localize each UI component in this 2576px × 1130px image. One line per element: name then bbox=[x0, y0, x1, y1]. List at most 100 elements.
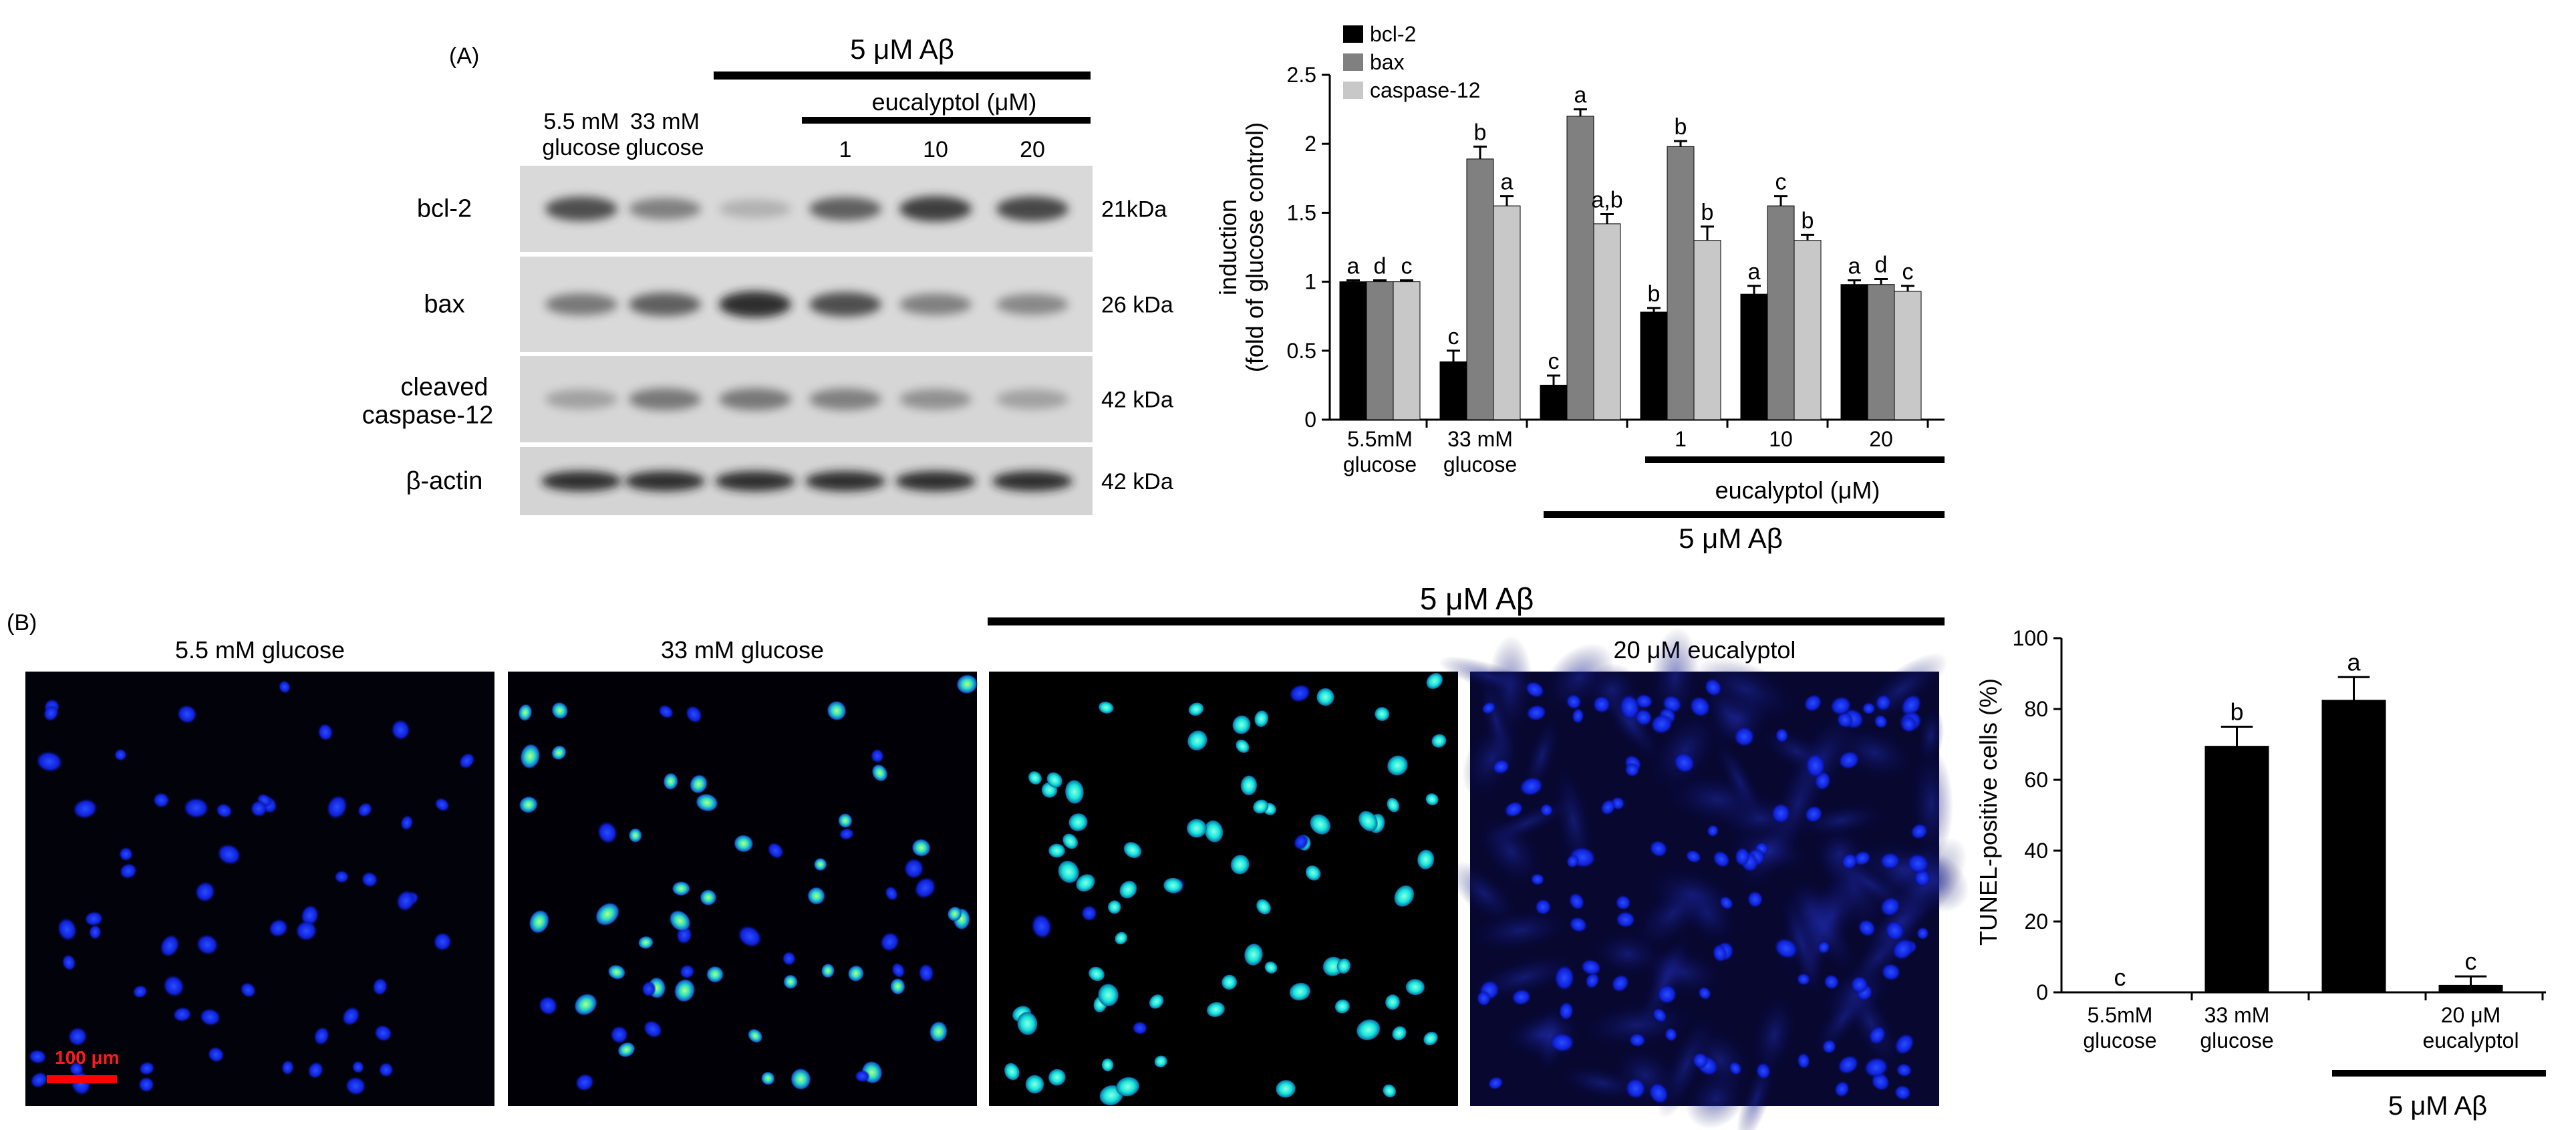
nucleus bbox=[35, 750, 63, 772]
nucleus bbox=[597, 821, 618, 844]
tunel-positive-nucleus bbox=[1425, 793, 1439, 806]
cytoplasm-haze bbox=[1685, 1068, 1747, 1129]
bar bbox=[1366, 281, 1394, 420]
blot-band bbox=[899, 293, 972, 315]
bar-group: a bbox=[1840, 254, 1868, 420]
blot-band bbox=[809, 292, 881, 317]
y-tick-label: 1.5 bbox=[1287, 200, 1316, 225]
nucleus bbox=[1550, 1032, 1575, 1052]
blot-band bbox=[625, 471, 705, 491]
blot-row-name: bcl-2 bbox=[417, 195, 472, 223]
nucleus bbox=[1734, 847, 1750, 867]
blot-row-name: bax bbox=[424, 291, 464, 319]
y-tick-label: 2.5 bbox=[1287, 63, 1316, 87]
significance-letter: b bbox=[1701, 200, 1714, 225]
tunel-positive-nucleus bbox=[1275, 1079, 1296, 1099]
tunel-positive-nucleus bbox=[1358, 810, 1379, 832]
bar bbox=[1466, 158, 1494, 420]
cytoplasm-haze bbox=[1450, 861, 1518, 926]
tunel-positive-nucleus bbox=[637, 936, 654, 950]
blot-band bbox=[899, 389, 972, 410]
significance-letter: a bbox=[1501, 170, 1514, 195]
bar bbox=[1740, 293, 1768, 420]
micrograph: 20 μM eucalyptol bbox=[1438, 627, 1969, 1130]
micrograph-title: 33 mM glucose bbox=[661, 636, 824, 664]
tunel-positive-nucleus bbox=[706, 966, 724, 983]
bar bbox=[1493, 205, 1521, 420]
bar-group: b bbox=[1466, 120, 1494, 420]
cytoplasm-haze bbox=[1524, 716, 1560, 795]
bar bbox=[1693, 240, 1721, 420]
blot-band bbox=[629, 198, 701, 220]
nucleus bbox=[1293, 833, 1309, 851]
nucleus bbox=[215, 803, 233, 819]
tunel-positive-nucleus bbox=[929, 1021, 948, 1042]
bar bbox=[1339, 281, 1367, 420]
tunel-positive-nucleus bbox=[827, 700, 847, 721]
legend-label: bax bbox=[1370, 50, 1405, 74]
nucleus bbox=[351, 1061, 365, 1074]
nucleus bbox=[217, 843, 241, 865]
tunel-positive-nucleus bbox=[1387, 754, 1409, 776]
nucleus bbox=[1797, 1052, 1811, 1069]
micrograph-background bbox=[989, 672, 1458, 1106]
nucleus bbox=[1729, 1061, 1742, 1076]
micrograph: 5.5 mM glucose 100 μm bbox=[25, 636, 494, 1106]
abeta-group-label: 5 μM Aβ bbox=[1679, 523, 1783, 554]
nucleus bbox=[1874, 714, 1888, 729]
tunel-positive-nucleus bbox=[890, 978, 905, 995]
significance-letter: d bbox=[1875, 252, 1888, 277]
nucleus bbox=[357, 802, 373, 817]
tunel-positive-nucleus bbox=[871, 764, 888, 782]
significance-letter: b bbox=[2230, 698, 2243, 726]
panel-b-label: (B) bbox=[7, 610, 37, 635]
nucleus bbox=[903, 858, 924, 879]
significance-letter: a,b bbox=[1591, 187, 1622, 213]
tunel-positive-nucleus bbox=[1305, 865, 1321, 881]
nucleus bbox=[1817, 940, 1830, 954]
nucleus bbox=[1600, 799, 1616, 816]
nucleus bbox=[1884, 920, 1905, 942]
nucleus bbox=[1698, 986, 1711, 1000]
x-category-label-2: eucalyptol bbox=[2422, 1028, 2519, 1052]
nucleus bbox=[162, 974, 185, 998]
nucleus bbox=[1755, 1063, 1771, 1080]
x-category-label: 10 bbox=[1769, 427, 1793, 451]
cytoplasm-haze bbox=[1917, 707, 1945, 764]
tunel-positive-nucleus bbox=[1334, 998, 1350, 1014]
nucleus bbox=[1492, 759, 1510, 774]
nucleus bbox=[575, 1073, 595, 1092]
nucleus bbox=[1875, 694, 1892, 711]
nucleus bbox=[84, 911, 104, 927]
tunel-positive-nucleus bbox=[1252, 799, 1269, 815]
nucleus bbox=[1481, 701, 1496, 715]
significance-letter: c bbox=[1775, 170, 1787, 195]
nucleus bbox=[317, 723, 333, 741]
tunel-positive-nucleus bbox=[617, 1042, 635, 1058]
bar-group: d bbox=[1366, 254, 1394, 420]
blot-band bbox=[629, 292, 701, 317]
nucleus bbox=[334, 870, 349, 883]
nucleus bbox=[1569, 916, 1588, 933]
blot-band bbox=[719, 291, 791, 318]
bar bbox=[1439, 361, 1467, 420]
blot-kda-label: 42 kDa bbox=[1101, 388, 1173, 413]
bar-group: b bbox=[1640, 281, 1668, 420]
nucleus bbox=[1030, 913, 1052, 940]
nucleus bbox=[361, 871, 378, 887]
significance-letter: a bbox=[2347, 648, 2361, 676]
legend-label: bcl-2 bbox=[1370, 22, 1416, 46]
nucleus bbox=[183, 797, 210, 819]
legend-label: caspase-12 bbox=[1370, 78, 1480, 102]
significance-letter: b bbox=[1675, 114, 1687, 140]
abeta-group-label: 5 μM Aβ bbox=[2388, 1091, 2487, 1121]
significance-letter: a bbox=[1748, 259, 1761, 285]
tunel-positive-nucleus bbox=[1123, 841, 1142, 859]
nucleus bbox=[1580, 959, 1602, 976]
tunel-positive-nucleus bbox=[1057, 860, 1080, 884]
nucleus bbox=[538, 996, 558, 1016]
nucleus bbox=[1692, 1052, 1709, 1069]
nucleus bbox=[1611, 974, 1630, 993]
